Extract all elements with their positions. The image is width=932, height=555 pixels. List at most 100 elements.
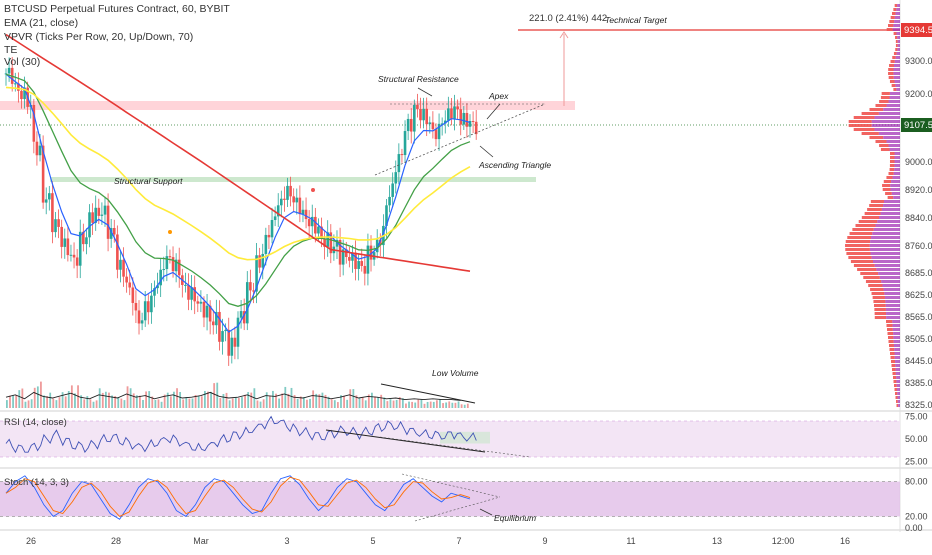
vpvr-row-up: [891, 192, 900, 195]
vpvr-row-down: [891, 360, 896, 363]
candle-body: [38, 145, 42, 156]
candle-body: [264, 234, 268, 254]
candle-body: [462, 112, 466, 125]
vpvr-row-down: [894, 4, 898, 7]
vpvr-row-up: [894, 164, 900, 167]
vpvr-row-up: [870, 252, 900, 255]
volume-bar: [460, 404, 463, 408]
vpvr-row-down: [886, 28, 893, 31]
vpvr-row-up: [891, 180, 900, 183]
volume-bar: [117, 397, 120, 408]
candle-body: [335, 239, 339, 247]
candle-body: [465, 112, 469, 127]
legend-symbol[interactable]: BTCUSD Perpetual Futures Contract, 60, B…: [4, 3, 230, 15]
vpvr-row-up: [889, 92, 900, 95]
volume-bar: [203, 390, 206, 408]
volume-bar: [408, 401, 410, 408]
triangle-arrow: [479, 145, 494, 158]
candle-body: [428, 122, 432, 125]
vpvr-row-up: [893, 76, 900, 79]
vpvr-row-down: [855, 224, 876, 227]
volume-bar: [349, 389, 352, 408]
vpvr-row-up: [896, 32, 900, 35]
candle-body: [82, 231, 85, 245]
legend-te[interactable]: TE: [4, 44, 18, 56]
vpvr-row-up: [876, 268, 900, 271]
vpvr-row-down: [871, 292, 885, 295]
vpvr-row-down: [869, 108, 884, 111]
volume-bar: [157, 399, 160, 408]
candle-body: [239, 311, 243, 318]
vpvr-row-down: [860, 272, 879, 275]
candle-body: [221, 331, 224, 342]
volume-bar: [247, 392, 250, 408]
volume-bar: [108, 392, 110, 408]
vpvr-row-up: [894, 156, 900, 159]
volume-bar: [398, 397, 401, 408]
vpvr-row-down: [848, 124, 872, 127]
volume-bar: [312, 390, 315, 408]
volume-bar: [52, 398, 55, 408]
volume-bar: [426, 401, 429, 408]
candle-body: [125, 276, 128, 283]
volume-bar: [89, 399, 92, 408]
candle-body: [41, 145, 45, 203]
candle-body: [280, 198, 283, 206]
rsi-axis-tick: 75.00: [905, 412, 928, 422]
volume-bar: [148, 391, 151, 408]
candle-body: [199, 301, 203, 304]
volume-bar: [324, 394, 327, 408]
vpvr-row-down: [883, 180, 892, 183]
volume-bar: [435, 400, 438, 408]
candle-body: [425, 108, 428, 125]
vpvr-row-down: [885, 192, 892, 195]
vpvr-row-down: [879, 100, 889, 103]
vpvr-row-down: [872, 296, 885, 299]
candle-body: [7, 67, 11, 74]
volume-bar: [395, 399, 398, 408]
vpvr-row-down: [886, 176, 893, 179]
candle-body: [388, 196, 391, 206]
candle-body: [329, 232, 333, 254]
volume-bar: [80, 395, 83, 408]
vpvr-row-up: [886, 140, 900, 143]
candle-body: [292, 196, 295, 203]
legend-ema[interactable]: EMA (21, close): [4, 17, 79, 29]
volume-bar: [111, 395, 113, 408]
vpvr-row-down: [893, 52, 897, 55]
vpvr-row-up: [871, 124, 900, 127]
candle-body: [51, 193, 54, 233]
legend-vol[interactable]: Vol (30): [4, 56, 41, 68]
vpvr-row-down: [870, 200, 884, 203]
volume-bar: [49, 392, 52, 408]
volume-bar: [389, 399, 392, 408]
vpvr-row-up: [895, 368, 900, 371]
vpvr-row-up: [874, 116, 900, 119]
candle-body: [298, 197, 302, 215]
time-axis-label: 11: [626, 536, 635, 546]
volume-bar: [315, 393, 318, 408]
vpvr-row-down: [861, 216, 879, 219]
vpvr-row-up: [896, 376, 900, 379]
candle-body: [140, 320, 144, 324]
price-axis-tick: 8325.0: [905, 400, 932, 410]
time-axis-label: Mar: [193, 536, 209, 546]
volume-bar: [58, 397, 61, 408]
vpvr-row-up: [885, 300, 900, 303]
candle-body: [171, 257, 175, 272]
candle-body: [190, 287, 193, 300]
vpvr-row-up: [894, 356, 900, 359]
vpvr-row-down: [890, 352, 895, 355]
volume-bar: [132, 393, 135, 408]
legend-vpvr[interactable]: VPVR (Ticks Per Row, 20, Up/Down, 70): [4, 31, 194, 43]
volume-bar: [120, 398, 123, 408]
vpvr-row-down: [861, 112, 879, 115]
volume-bar: [293, 395, 296, 408]
volume-bar: [352, 389, 355, 408]
time-axis-label: 13: [712, 536, 722, 546]
vpvr-row-up: [895, 84, 900, 87]
candle-body: [450, 108, 453, 119]
candle-body: [471, 120, 475, 122]
volume-bar: [250, 392, 253, 408]
